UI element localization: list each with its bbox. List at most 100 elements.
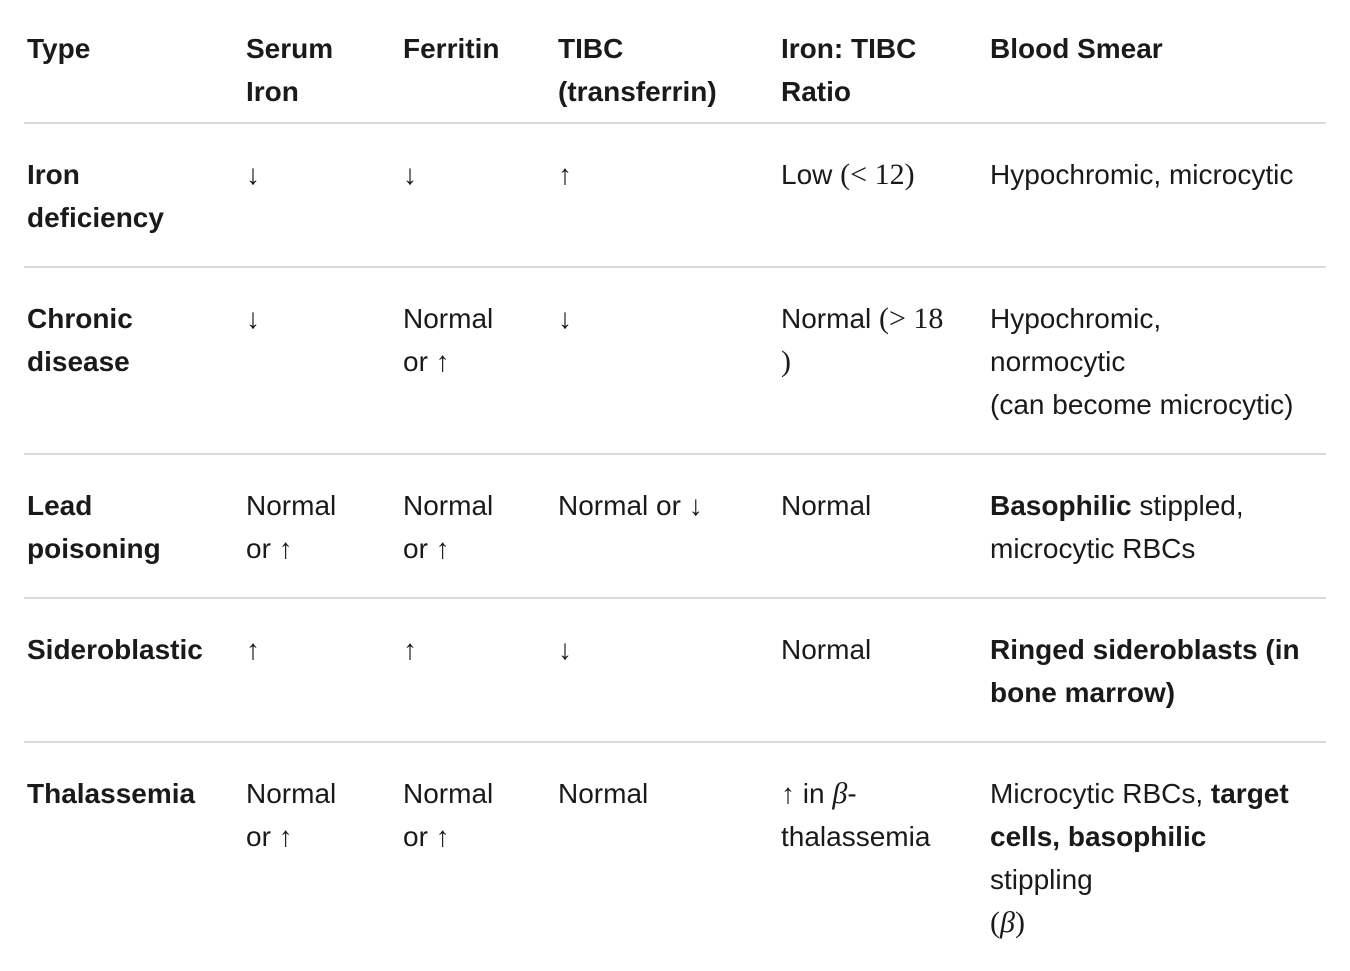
text-segment: Basophilic [990,490,1132,521]
cell-iron-deficiency-serum-iron: ↓ [246,123,403,268]
cell-sideroblastic-serum-iron: ↑ [246,598,403,743]
text-segment: Normal [403,778,494,809]
cell-iron-deficiency-tibc: ↑ [558,123,781,268]
header-row: Type Serum Iron Ferritin TIBC (transferrin) Ir… [24,0,1326,124]
text-segment: ) [781,345,791,378]
text-segment: Normal [403,303,494,334]
cell-lead-poisoning-iron-tibc-ratio: Normal [781,454,990,599]
text-segment: or ↑ [403,821,450,852]
cell-chronic-disease-iron-tibc-ratio: Normal (> 18) [781,267,990,455]
text-segment: Ferritin [403,33,500,64]
table-body: Iron deficiency ↓ ↓ ↑ Low (< 12) Hypochromic, … [24,123,1326,971]
text-segment: Normal [781,490,872,521]
text-segment: Lead [27,490,93,521]
text-segment: - [847,778,857,809]
text-segment: Type [27,33,91,64]
text-segment: β [832,777,848,810]
table-row-sideroblastic: Sideroblastic ↑ ↑ ↓ Normal Ringed sideroblast… [24,598,1326,743]
cell-thalassemia-tibc: Normal [558,742,781,971]
cell-iron-deficiency-iron-tibc-ratio: Low (< 12) [781,123,990,268]
text-segment: thalassemia [781,821,931,852]
text-segment: Thalassemia [27,778,196,809]
text-segment: ↑ in [781,778,833,809]
text-segment: Normal [558,778,649,809]
text-segment: or ↑ [403,533,450,564]
cell-chronic-disease-ferritin: Normal or ↑ [403,267,558,455]
text-segment: microcytic RBCs [990,533,1196,564]
anemia-comparison-table: Type Serum Iron Ferritin TIBC (transferrin) Ir… [24,0,1326,971]
text-segment: Iron: TIBC [781,33,917,64]
cell-iron-deficiency-blood-smear: Hypochromic, microcytic [990,123,1326,268]
text-segment: or ↑ [246,821,293,852]
text-segment: or ↑ [246,533,293,564]
text-segment: bone marrow) [990,677,1176,708]
text-segment: β [1000,906,1015,939]
table-row-lead-poisoning: Lead poisoning Normal or ↑ Normal or ↑ Normal … [24,454,1326,599]
text-segment: Normal [403,490,494,521]
cell-lead-poisoning-ferritin: Normal or ↑ [403,454,558,599]
cell-chronic-disease-serum-iron: ↓ [246,267,403,455]
table-header: Type Serum Iron Ferritin TIBC (transferrin) Ir… [24,0,1326,124]
text-segment: ↓ [558,303,572,334]
text-segment: Iron [27,159,80,190]
header-cell-type: Type [24,0,246,124]
cell-sideroblastic-type: Sideroblastic [24,598,246,743]
text-segment: poisoning [27,533,161,564]
table-row-thalassemia: Thalassemia Normal or ↑ Normal or ↑ Normal ↑ i… [24,742,1326,971]
text-segment: Hypochromic, normocytic [990,303,1162,377]
text-segment: ↑ [246,634,260,665]
cell-iron-deficiency-type: Iron deficiency [24,123,246,268]
cell-thalassemia-serum-iron: Normal or ↑ [246,742,403,971]
header-cell-ferritin: Ferritin [403,0,558,124]
cell-iron-deficiency-ferritin: ↓ [403,123,558,268]
text-segment: or ↑ [403,346,450,377]
text-segment: (transferrin) [558,76,717,107]
cell-thalassemia-iron-tibc-ratio: ↑ in β- thalassemia [781,742,990,971]
text-segment: TIBC [558,33,624,64]
cell-chronic-disease-blood-smear: Hypochromic, normocytic (can become micro… [990,267,1326,455]
text-segment: ( [990,906,1000,939]
text-segment: deficiency [27,202,164,233]
text-segment: Hypochromic, microcytic [990,159,1294,190]
text-segment: Iron [246,76,299,107]
text-segment: ) [1014,906,1025,939]
cell-chronic-disease-type: Chronic disease [24,267,246,455]
text-segment: Normal [781,303,880,334]
header-cell-serum-iron: Serum Iron [246,0,403,124]
text-segment: ↓ [558,634,572,665]
text-segment: ↓ [403,159,417,190]
text-segment: Sideroblastic [27,634,203,665]
table-row-iron-deficiency: Iron deficiency ↓ ↓ ↑ Low (< 12) Hypochromic, … [24,123,1326,268]
text-segment: Normal [246,778,337,809]
cell-lead-poisoning-type: Lead poisoning [24,454,246,599]
text-segment: stippling [990,864,1093,895]
text-segment: Blood Smear [990,33,1163,64]
text-segment: (> 18 [879,302,944,335]
text-segment: disease [27,346,130,377]
cell-sideroblastic-blood-smear: Ringed sideroblasts (in bone marrow) [990,598,1326,743]
text-segment: Normal [781,634,872,665]
cell-thalassemia-blood-smear: Microcytic RBCs, target cells, basophilic… [990,742,1326,971]
text-segment: Ringed sideroblasts (in [990,634,1300,665]
text-segment: ↑ [558,159,572,190]
cell-thalassemia-type: Thalassemia [24,742,246,971]
text-segment: ↓ [246,159,260,190]
header-cell-blood-smear: Blood Smear [990,0,1326,124]
text-segment: ↑ [403,634,417,665]
text-segment: stippled, [1131,490,1244,521]
cell-lead-poisoning-serum-iron: Normal or ↑ [246,454,403,599]
cell-chronic-disease-tibc: ↓ [558,267,781,455]
text-segment: (can become microcytic) [990,389,1294,420]
text-segment: Normal [246,490,337,521]
text-segment: Normal or ↓ [558,490,703,521]
text-segment: target [1210,778,1289,809]
text-segment: ↓ [246,303,260,334]
cell-lead-poisoning-tibc: Normal or ↓ [558,454,781,599]
cell-thalassemia-ferritin: Normal or ↑ [403,742,558,971]
text-segment: Ratio [781,76,851,107]
text-segment: Low [781,159,841,190]
cell-lead-poisoning-blood-smear: Basophilic stippled, microcytic RBCs [990,454,1326,599]
header-cell-iron-tibc-ratio: Iron: TIBC Ratio [781,0,990,124]
text-segment: Microcytic RBCs, [990,778,1211,809]
